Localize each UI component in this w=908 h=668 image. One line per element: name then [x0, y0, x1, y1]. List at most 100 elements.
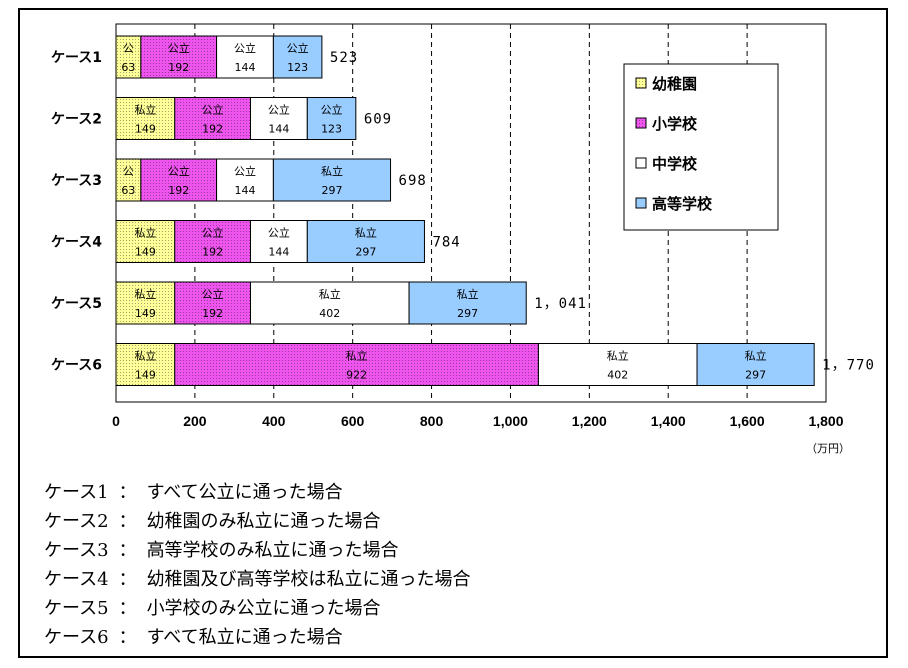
case-note-label: ケース1: [44, 482, 109, 503]
segment-value-label: 192: [202, 123, 223, 136]
segment-value-label: 297: [457, 307, 478, 320]
x-tick-label: 0: [112, 413, 120, 429]
case-note: ケース1 ： すべて公立に通った場合: [44, 478, 471, 507]
segment-value-label: 922: [346, 369, 367, 382]
bar-segment-texture: [174, 282, 251, 324]
category-label: ケース2: [51, 112, 102, 128]
stacked-bar-chart: ケース1 公 63 公立 192 公立 144 公立 123 523 ケース2 私立 149 公立 192 公…: [51, 23, 874, 455]
segment-type-label: 私立: [134, 226, 156, 240]
case-note-separator: ：: [118, 569, 137, 590]
segment-value-label: 149: [135, 246, 156, 259]
bar-segment: [250, 281, 410, 325]
x-tick-label: 1,600: [730, 413, 765, 429]
case-note-text: 高等学校のみ私立に通った場合: [146, 540, 399, 561]
case-note-text: 幼稚園のみ私立に通った場合: [146, 511, 381, 532]
category-label: ケース5: [51, 296, 102, 312]
case-note-separator: ：: [118, 540, 137, 561]
segment-type-label: 私立: [355, 226, 377, 240]
segment-value-label: 63: [121, 184, 135, 197]
case-note-separator: ：: [118, 482, 137, 503]
bar-segment: [216, 35, 274, 79]
case-note: ケース5 ： 小学校のみ公立に通った場合: [44, 594, 471, 623]
segment-value-label: 123: [287, 61, 308, 74]
bar-total-label: 609: [364, 112, 392, 128]
case-note-separator: ：: [118, 511, 137, 532]
segment-value-label: 144: [234, 184, 255, 197]
legend-label: 小学校: [652, 115, 698, 133]
category-label: ケース3: [51, 173, 102, 189]
bar-segment: [306, 220, 425, 263]
bar-segment-texture: [116, 343, 175, 386]
bar-segment: [696, 343, 815, 386]
segment-type-label: 公立: [234, 164, 256, 178]
bar-total-label: 784: [432, 235, 460, 251]
case-note-label: ケース3: [44, 540, 109, 561]
segment-value-label: 297: [355, 246, 376, 259]
segment-value-label: 149: [135, 123, 156, 136]
legend-box: [623, 63, 779, 231]
segment-type-label: 公立: [287, 41, 309, 55]
bar-total-label: 698: [399, 173, 427, 189]
segment-type-label: 公立: [268, 226, 290, 240]
segment-type-label: 公: [123, 165, 134, 178]
x-tick-label: 400: [262, 413, 286, 429]
case-note-separator: ：: [118, 598, 137, 619]
case-note-text: 幼稚園及び高等学校は私立に通った場合: [146, 569, 471, 590]
category-label: ケース4: [51, 235, 102, 251]
segment-type-label: 公: [123, 42, 134, 55]
case-note: ケース6 ： すべて私立に通った場合: [44, 623, 471, 652]
segment-value-label: 123: [321, 123, 342, 136]
x-tick-label: 1,800: [808, 413, 843, 429]
segment-type-label: 公立: [202, 226, 224, 240]
legend-swatch: [635, 197, 647, 209]
x-tick-label: 1,200: [572, 413, 607, 429]
plot-area: [115, 23, 827, 403]
legend-swatch: [635, 157, 647, 169]
segment-type-label: 公立: [268, 103, 290, 117]
segment-type-label: 公立: [321, 103, 343, 117]
bar-segment-texture: [174, 97, 251, 140]
segment-type-label: 公立: [168, 164, 190, 178]
segment-type-label: 公立: [234, 41, 256, 55]
bar-segment-texture: [140, 36, 217, 78]
bar-segment-texture: [174, 343, 539, 386]
bar-segment: [216, 158, 274, 202]
x-tick-label: 1,000: [493, 413, 528, 429]
segment-type-label: 私立: [745, 349, 767, 363]
legend-swatch-texture: [636, 118, 646, 128]
segment-type-label: 私立: [346, 349, 368, 363]
case-note: ケース3 ： 高等学校のみ私立に通った場合: [44, 536, 471, 565]
bar-segment: [306, 97, 357, 140]
segment-value-label: 149: [135, 369, 156, 382]
segment-value-label: 63: [121, 61, 135, 74]
segment-type-label: 私立: [134, 349, 156, 363]
case-note: ケース4 ： 幼稚園及び高等学校は私立に通った場合: [44, 565, 471, 594]
segment-type-label: 私立: [457, 287, 479, 301]
bar-segment: [250, 97, 308, 140]
case-note-text: すべて公立に通った場合: [146, 482, 343, 503]
segment-value-label: 144: [268, 246, 289, 259]
segment-type-label: 私立: [607, 349, 629, 363]
bar-segment-texture: [116, 220, 175, 263]
segment-value-label: 192: [168, 61, 189, 74]
bars: ケース1 公 63 公立 192 公立 144 公立 123 523 ケース2 私立 149 公立 192 公…: [51, 35, 874, 386]
segment-value-label: 402: [607, 369, 628, 382]
bar-total-label: 1，041: [534, 296, 587, 312]
segment-value-label: 402: [319, 307, 340, 320]
case-note-separator: ：: [118, 627, 137, 648]
category-label: ケース1: [51, 50, 102, 66]
bar-segment-texture: [140, 159, 217, 201]
legend-swatch-texture: [636, 78, 646, 88]
case-note-label: ケース2: [44, 511, 109, 532]
x-axis-unit: （万円）: [806, 442, 850, 455]
x-tick-label: 800: [420, 413, 444, 429]
segment-type-label: 私立: [134, 287, 156, 301]
bar-segment-texture: [174, 220, 251, 263]
case-note-label: ケース6: [44, 627, 109, 648]
case-note: ケース2 ： 幼稚園のみ私立に通った場合: [44, 507, 471, 536]
segment-type-label: 私立: [319, 287, 341, 301]
legend-label: 高等学校: [652, 195, 713, 213]
segment-value-label: 297: [745, 369, 766, 382]
case-note-label: ケース5: [44, 598, 109, 619]
